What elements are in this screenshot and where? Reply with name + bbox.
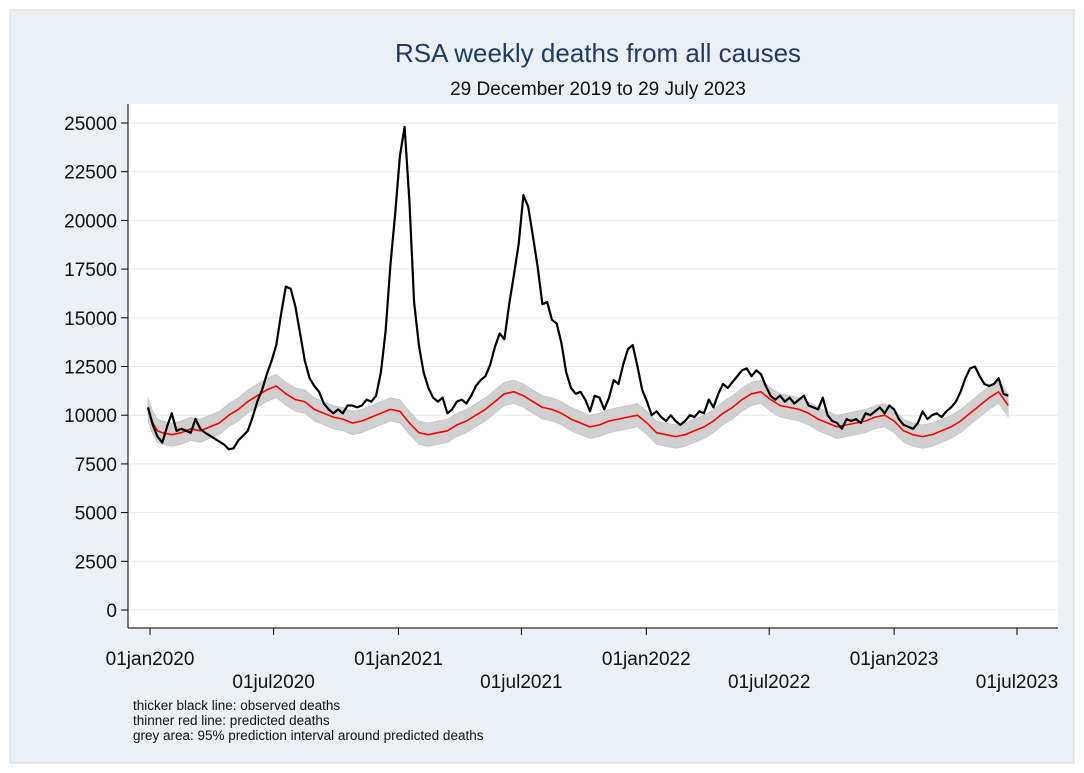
ytick-label-9: 22500 (64, 163, 117, 184)
ytick-label-2: 5000 (75, 504, 117, 525)
ytick-label-7: 17500 (64, 260, 117, 281)
ytick-label-3: 7500 (75, 455, 117, 476)
ytick-label-0: 0 (106, 601, 117, 622)
plot-area (128, 104, 1058, 627)
y-ticks: 0 2500 5000 7500 10000 12500 15000 17500 20000 22… (64, 114, 128, 622)
band-area (147, 374, 1009, 449)
prediction-interval-band (147, 374, 1009, 449)
xtick-label-2: 01jan2021 (354, 649, 443, 670)
xtick-label-5: 01jul2022 (728, 672, 810, 693)
observed-line (146, 125, 1009, 451)
xtick-label-3: 01jul2021 (480, 672, 562, 693)
xtick-label-1: 01jul2020 (232, 672, 314, 693)
ytick-label-10: 25000 (64, 114, 117, 135)
ytick-label-8: 20000 (64, 211, 117, 232)
xtick-label-0: 01jan2020 (106, 649, 195, 670)
ytick-label-1: 2500 (75, 552, 117, 573)
xtick-label-6: 01jan2023 (850, 649, 939, 670)
x-ticks: 01jan2020 01jul2020 01jan2021 01jul2021 01ja… (106, 628, 1058, 693)
note-interval: grey area: 95% prediction interval aroun… (133, 728, 484, 743)
note-observed: thicker black line: observed deaths (133, 698, 340, 713)
ytick-label-6: 15000 (64, 309, 117, 330)
series-layer (146, 125, 1009, 451)
grid-layer (129, 122, 1058, 611)
xtick-label-7: 01jul2023 (976, 672, 1058, 693)
ytick-label-4: 10000 (64, 406, 117, 427)
ytick-label-5: 12500 (64, 358, 117, 379)
chart-subtitle: 29 December 2019 to 29 July 2023 (450, 79, 746, 100)
note-predicted: thinner red line: predicted deaths (133, 713, 330, 728)
chart-title: RSA weekly deaths from all causes (395, 38, 801, 68)
xtick-label-4: 01jan2022 (602, 649, 691, 670)
